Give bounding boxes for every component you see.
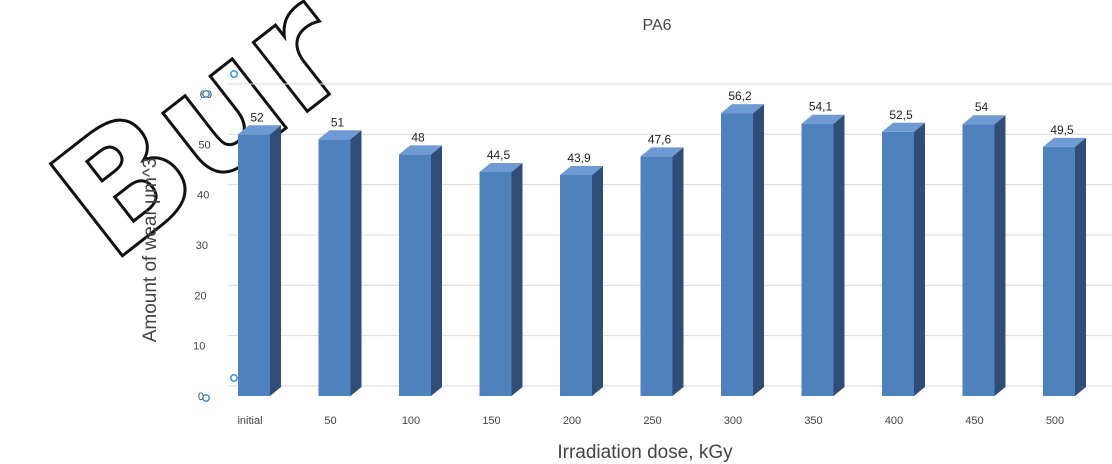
bar-side (994, 115, 1006, 396)
bar-side (350, 130, 362, 397)
bar-side (672, 147, 684, 396)
data-label: 47,6 (648, 132, 672, 146)
y-axis-ticks: 0102030405060 (193, 89, 212, 403)
x-tick-label: 50 (324, 415, 336, 427)
x-tick-label: 300 (724, 415, 742, 427)
bar-front (479, 172, 512, 396)
x-tick-label: 200 (563, 415, 581, 427)
bar (318, 130, 362, 397)
data-label: 54,1 (809, 100, 833, 114)
bar-top (399, 145, 442, 155)
bar-side (753, 104, 764, 397)
selection-handles (202, 70, 238, 402)
bar-front (721, 113, 753, 397)
x-axis-ticks: initial 50 100 150 200 250 300 350 400 450 500 (237, 415, 1064, 427)
bar-front (801, 123, 834, 397)
bar (238, 125, 281, 397)
y-tick-label: 20 (194, 290, 206, 302)
x-tick-label: 500 (1046, 415, 1064, 427)
bars: 52 51 48 44,5 43,9 47,6 56,2 54,1 52,5 54 49,5 (238, 89, 1086, 397)
data-label: 52,5 (889, 108, 913, 122)
bar-top (640, 147, 684, 157)
y-tick-label: 30 (196, 240, 208, 252)
bar-front (882, 131, 914, 396)
bar-top (479, 163, 523, 173)
x-tick-label: 250 (643, 415, 661, 427)
bar-top (801, 114, 845, 124)
bar (882, 122, 925, 396)
bar-side (1075, 137, 1086, 396)
bar (479, 163, 523, 396)
bar (640, 147, 684, 396)
bar-top (882, 122, 925, 132)
data-label: 43,9 (567, 151, 591, 165)
data-label: 51 (331, 115, 345, 129)
x-tick-label: 100 (402, 415, 420, 427)
y-tick-label: 10 (193, 341, 205, 353)
data-label: 44,5 (487, 148, 511, 162)
bar-front (560, 175, 592, 396)
bar-front (640, 156, 673, 396)
x-tick-label: 400 (885, 415, 903, 427)
bar-front (399, 154, 431, 396)
bar-side (592, 166, 603, 396)
bar (1043, 137, 1086, 396)
bar (721, 104, 764, 397)
bar-top (962, 115, 1006, 125)
bar-front (962, 124, 995, 396)
x-tick-label: 150 (482, 415, 500, 427)
y-tick-label: 50 (198, 139, 210, 151)
data-label: 54 (975, 100, 989, 114)
bar-top (318, 130, 362, 140)
resize-handle[interactable] (202, 90, 210, 98)
x-axis-title: Irradiation dose, kGy (557, 442, 733, 463)
data-label: 52 (250, 110, 264, 124)
bar (801, 114, 845, 397)
bar-front (1043, 146, 1075, 396)
resize-handle[interactable] (230, 374, 238, 382)
data-label: 48 (411, 130, 425, 144)
resize-handle[interactable] (202, 394, 210, 402)
bar-front (238, 134, 270, 396)
bar (962, 115, 1006, 396)
bar-top (1043, 137, 1086, 147)
x-tick-label: 450 (965, 415, 983, 427)
bar-top (560, 166, 603, 176)
bar-top (238, 125, 281, 135)
bar-side (270, 125, 281, 397)
bar-side (914, 122, 925, 396)
bar-top (721, 104, 764, 114)
resize-handle[interactable] (230, 70, 238, 78)
y-axis-title: Amount of wear µm^3 (140, 158, 161, 343)
chart-title: PA6 (642, 17, 671, 34)
bar-side (431, 145, 442, 396)
bar-side (833, 114, 845, 397)
y-tick-label: 40 (197, 190, 209, 202)
y-tick-label: 0 (198, 391, 204, 403)
bar (399, 145, 442, 396)
bar-front (318, 139, 351, 397)
data-label: 56,2 (728, 89, 752, 103)
x-tick-label: 350 (804, 415, 822, 427)
x-tick-label: initial (237, 415, 262, 427)
data-label: 49,5 (1050, 123, 1074, 137)
bar-side (511, 163, 523, 396)
bar (560, 166, 603, 396)
